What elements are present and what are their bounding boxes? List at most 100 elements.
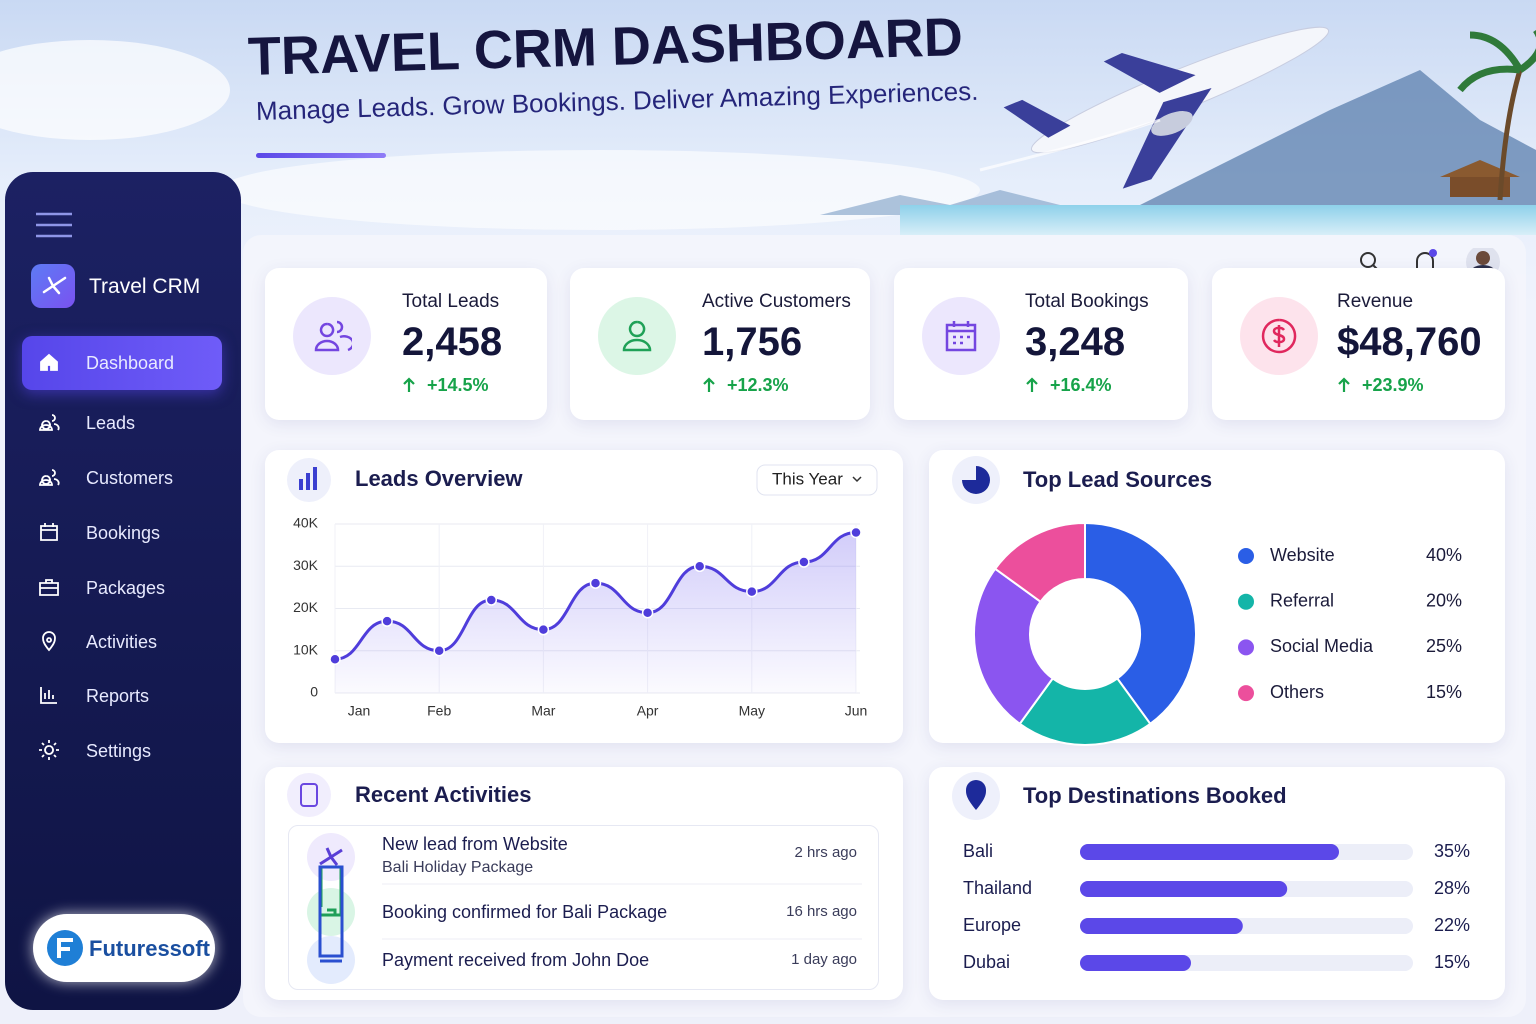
stat-value: 3,248	[1025, 320, 1126, 364]
company-logo: Futuressoft	[33, 914, 215, 982]
category-label: Bali	[963, 841, 993, 861]
activity-icon	[318, 865, 344, 963]
legend-value: 15%	[1426, 682, 1462, 702]
nav-label[interactable]: Customers	[86, 468, 174, 488]
data-point	[589, 577, 602, 589]
nav-item[interactable]: Leads	[22, 396, 222, 450]
nav-icon	[40, 353, 58, 371]
stat-card: Revenue $48,760 +23.9%	[1212, 268, 1505, 420]
icon-shape	[1338, 377, 1350, 392]
activity-title: Booking confirmed for Bali Package	[382, 902, 667, 922]
activity-time: 1 day ago	[791, 951, 857, 968]
nav-item[interactable]: Bookings	[22, 506, 222, 560]
legend-value: 20%	[1426, 590, 1462, 610]
icon-shape	[42, 631, 56, 652]
bar	[1080, 918, 1243, 934]
title-underline	[256, 153, 386, 158]
nav-item[interactable]: Dashboard	[22, 336, 222, 390]
legend-label: Others	[1270, 682, 1324, 702]
icon-shape	[1026, 377, 1038, 392]
category-label: Europe	[963, 915, 1021, 935]
stat-change: +14.5%	[427, 375, 489, 395]
nav-icon	[40, 523, 58, 541]
menu-icon[interactable]	[35, 210, 75, 240]
nav-label[interactable]: Dashboard	[86, 353, 175, 373]
chart-title: Top Destinations Booked	[1023, 783, 1287, 808]
nav-label[interactable]: Activities	[86, 632, 158, 652]
nav-label[interactable]: Packages	[86, 578, 166, 598]
stat-label: Revenue	[1337, 291, 1414, 312]
nav-label[interactable]: Leads	[86, 413, 136, 433]
bar-chart-icon	[299, 467, 317, 490]
activity-icon-bg	[307, 888, 355, 936]
donut-segment	[973, 567, 1055, 726]
sidebar: Travel CRM Futuressoft Dashboard Leads Cus…	[5, 172, 241, 1010]
legend-label: Referral	[1270, 590, 1334, 610]
nav-icon	[39, 414, 60, 431]
legend-dot	[1238, 548, 1254, 564]
category-label: Dubai	[963, 952, 1010, 972]
icon-shape	[1261, 318, 1297, 354]
pie-icon	[962, 466, 990, 494]
stat-icon	[293, 297, 371, 375]
brand-name: Travel CRM	[89, 275, 201, 298]
nav-item[interactable]: Packages	[22, 561, 222, 615]
icon-shape	[945, 321, 977, 352]
nav-icon	[42, 631, 56, 652]
brand-icon	[31, 264, 75, 308]
activity-title: Payment received from John Doe	[382, 950, 649, 970]
icon-shape	[622, 320, 652, 352]
stat-value: $48,760	[1337, 320, 1482, 364]
value-label: 22%	[1434, 915, 1470, 935]
icon-shape	[403, 377, 415, 392]
up-arrow	[1338, 377, 1350, 392]
stat-glyph	[622, 320, 652, 352]
icon-shape	[39, 414, 60, 431]
legend-label: Social Media	[1270, 636, 1374, 656]
stat-value: 1,756	[702, 320, 803, 364]
data-point	[746, 585, 758, 598]
x-tick-label: Apr	[637, 703, 659, 719]
legend-dot	[1238, 593, 1254, 610]
value-label: 35%	[1434, 841, 1470, 861]
stat-card: Total Bookings 3,248 +16.4%	[894, 268, 1188, 420]
data-point	[485, 594, 498, 606]
activity-icon	[319, 847, 343, 866]
y-tick-label: 20K	[293, 599, 319, 615]
stat-glyph	[314, 320, 352, 352]
filter-dropdown[interactable]	[756, 464, 878, 496]
stat-change: +16.4%	[1050, 375, 1112, 395]
nav-icon	[39, 579, 59, 596]
bar	[1080, 844, 1339, 860]
up-arrow	[703, 377, 715, 392]
filter-label[interactable]: This Year	[772, 469, 843, 488]
clipboard-icon	[300, 783, 318, 807]
x-tick-label: May	[739, 703, 765, 719]
chart-title: Top Lead Sources	[1023, 467, 1212, 492]
nav-item[interactable]: Customers	[22, 451, 222, 505]
legend-value: 40%	[1426, 545, 1462, 565]
legend-label: Website	[1270, 545, 1335, 565]
stat-label: Total Leads	[402, 291, 500, 312]
legend-dot	[1238, 639, 1254, 656]
line-area	[335, 532, 856, 693]
stat-label: Total Bookings	[1025, 291, 1149, 312]
category-label: Thailand	[963, 878, 1032, 898]
y-tick-label: 0	[310, 684, 318, 700]
icon-shape	[314, 320, 352, 352]
nav-item[interactable]: Settings	[22, 724, 222, 778]
legend-value: 25%	[1426, 636, 1462, 656]
nav-item[interactable]: Reports	[22, 669, 222, 723]
nav-label[interactable]: Settings	[86, 741, 152, 761]
icon-shape	[39, 579, 59, 596]
chart-title: Leads Overview	[355, 466, 523, 491]
data-point	[329, 653, 341, 665]
nav-label[interactable]: Bookings	[86, 523, 161, 543]
pin-icon	[966, 780, 986, 810]
nav-item[interactable]: Activities	[22, 615, 222, 669]
nav-label[interactable]: Reports	[86, 686, 150, 706]
data-point	[381, 615, 393, 627]
bar	[1080, 881, 1288, 897]
icon-shape	[39, 469, 60, 486]
